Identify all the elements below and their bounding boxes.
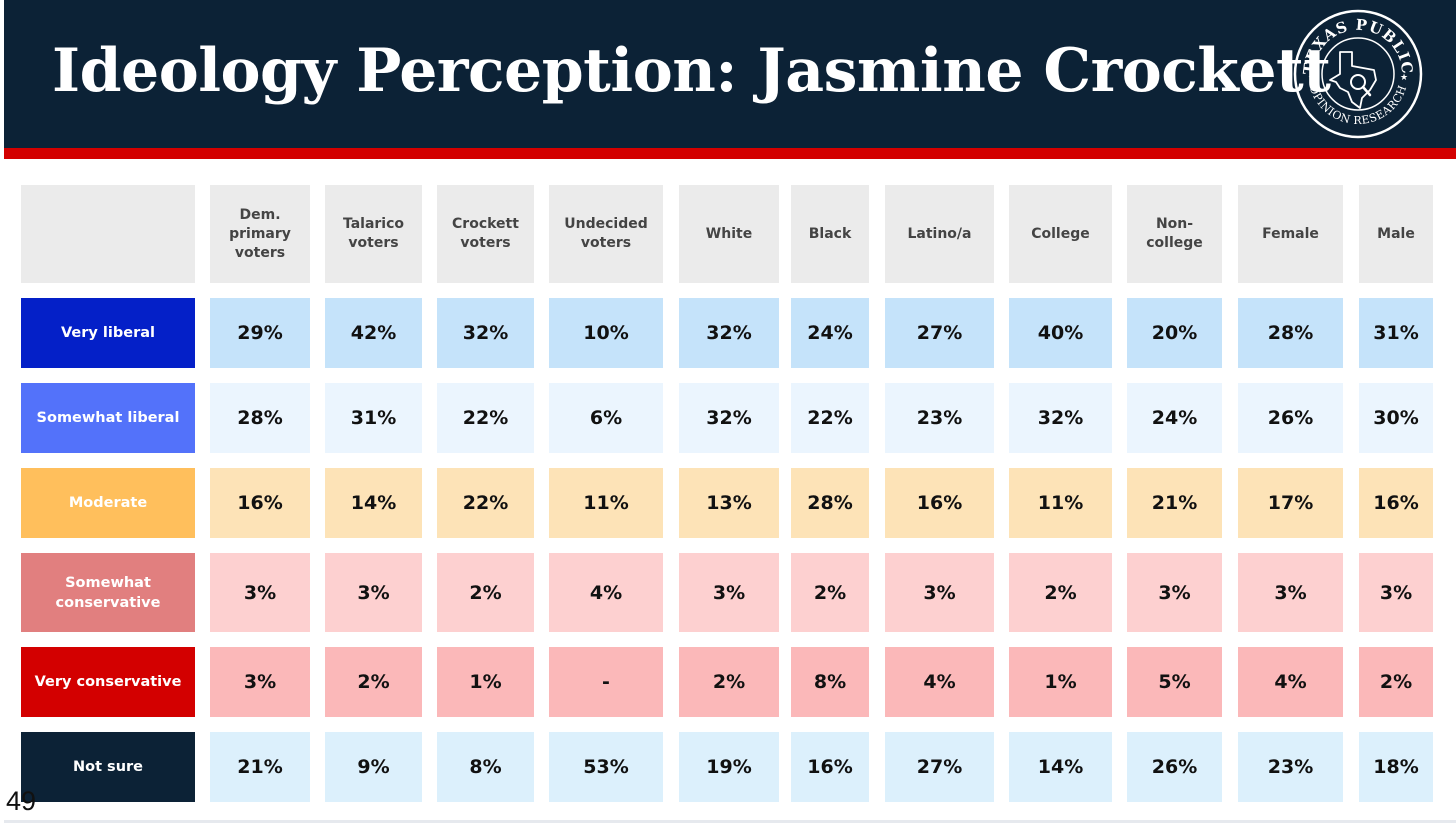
data-cell: 21% [1127, 468, 1222, 538]
data-cell: 2% [791, 553, 869, 632]
data-cell: 14% [325, 468, 422, 538]
data-cell: 16% [210, 468, 310, 538]
data-cell: 24% [791, 298, 869, 368]
data-cell: 26% [1238, 383, 1343, 453]
data-cell: 5% [1127, 647, 1222, 717]
data-cell: 10% [549, 298, 663, 368]
data-cell: 2% [679, 647, 779, 717]
page-title: Ideology Perception: Jasmine Crockett [52, 36, 1331, 106]
title-banner: Ideology Perception: Jasmine Crockett [4, 0, 1456, 148]
row-label: Not sure [21, 732, 195, 802]
column-header: College [1009, 185, 1112, 283]
data-cell: 32% [679, 298, 779, 368]
data-cell: 3% [1238, 553, 1343, 632]
data-cell: 26% [1127, 732, 1222, 802]
texas-state-icon [1329, 51, 1377, 109]
data-cell: 16% [1359, 468, 1433, 538]
data-cell: 32% [1009, 383, 1112, 453]
data-cell: 2% [1359, 647, 1433, 717]
corner-header-cell [21, 185, 195, 283]
data-cell: 21% [210, 732, 310, 802]
data-cell: 22% [437, 383, 534, 453]
data-cell: 31% [325, 383, 422, 453]
row-label: Somewhat conservative [21, 553, 195, 632]
data-cell: 40% [1009, 298, 1112, 368]
data-cell: 42% [325, 298, 422, 368]
data-cell: 3% [210, 553, 310, 632]
column-header: Female [1238, 185, 1343, 283]
column-header: Non-college [1127, 185, 1222, 283]
data-cell: 32% [437, 298, 534, 368]
data-cell: - [549, 647, 663, 717]
data-cell: 13% [679, 468, 779, 538]
data-cell: 2% [1009, 553, 1112, 632]
data-cell: 23% [885, 383, 994, 453]
column-header: Dem. primary voters [210, 185, 310, 283]
magnifier-icon [1350, 74, 1372, 97]
row-label: Very conservative [21, 647, 195, 717]
bottom-divider [4, 820, 1456, 823]
column-header: White [679, 185, 779, 283]
data-cell: 2% [437, 553, 534, 632]
data-cell: 28% [1238, 298, 1343, 368]
data-cell: 11% [549, 468, 663, 538]
data-cell: 20% [1127, 298, 1222, 368]
row-label: Moderate [21, 468, 195, 538]
data-cell: 29% [210, 298, 310, 368]
data-cell: 4% [885, 647, 994, 717]
data-cell: 28% [210, 383, 310, 453]
data-cell: 6% [549, 383, 663, 453]
column-header: Talarico voters [325, 185, 422, 283]
data-cell: 11% [1009, 468, 1112, 538]
data-cell: 28% [791, 468, 869, 538]
data-cell: 32% [679, 383, 779, 453]
data-cell: 2% [325, 647, 422, 717]
data-cell: 14% [1009, 732, 1112, 802]
texas-public-opinion-research-logo: TEXAS PUBLIC OPINION RESEARCH ★ ★ [1293, 9, 1423, 139]
star-icon: ★ [1400, 73, 1408, 83]
data-cell: 18% [1359, 732, 1433, 802]
data-cell: 3% [1127, 553, 1222, 632]
data-cell: 4% [549, 553, 663, 632]
data-cell: 1% [1009, 647, 1112, 717]
data-cell: 27% [885, 732, 994, 802]
data-cell: 53% [549, 732, 663, 802]
row-label: Very liberal [21, 298, 195, 368]
column-header: Male [1359, 185, 1433, 283]
data-cell: 22% [791, 383, 869, 453]
data-cell: 19% [679, 732, 779, 802]
column-header: Crockett voters [437, 185, 534, 283]
data-cell: 3% [210, 647, 310, 717]
data-cell: 22% [437, 468, 534, 538]
red-accent-bar [4, 148, 1456, 159]
data-cell: 8% [791, 647, 869, 717]
data-cell: 16% [885, 468, 994, 538]
data-cell: 30% [1359, 383, 1433, 453]
data-cell: 8% [437, 732, 534, 802]
data-cell: 3% [679, 553, 779, 632]
data-cell: 4% [1238, 647, 1343, 717]
data-cell: 3% [1359, 553, 1433, 632]
column-header: Latino/a [885, 185, 994, 283]
data-cell: 27% [885, 298, 994, 368]
data-cell: 3% [325, 553, 422, 632]
column-header: Undecided voters [549, 185, 663, 283]
data-cell: 23% [1238, 732, 1343, 802]
data-cell: 9% [325, 732, 422, 802]
data-cell: 16% [791, 732, 869, 802]
column-header: Black [791, 185, 869, 283]
star-icon: ★ [1308, 73, 1316, 83]
data-cell: 31% [1359, 298, 1433, 368]
row-label: Somewhat liberal [21, 383, 195, 453]
data-cell: 17% [1238, 468, 1343, 538]
page-number: 49 [6, 786, 37, 816]
data-cell: 24% [1127, 383, 1222, 453]
data-cell: 3% [885, 553, 994, 632]
data-cell: 1% [437, 647, 534, 717]
